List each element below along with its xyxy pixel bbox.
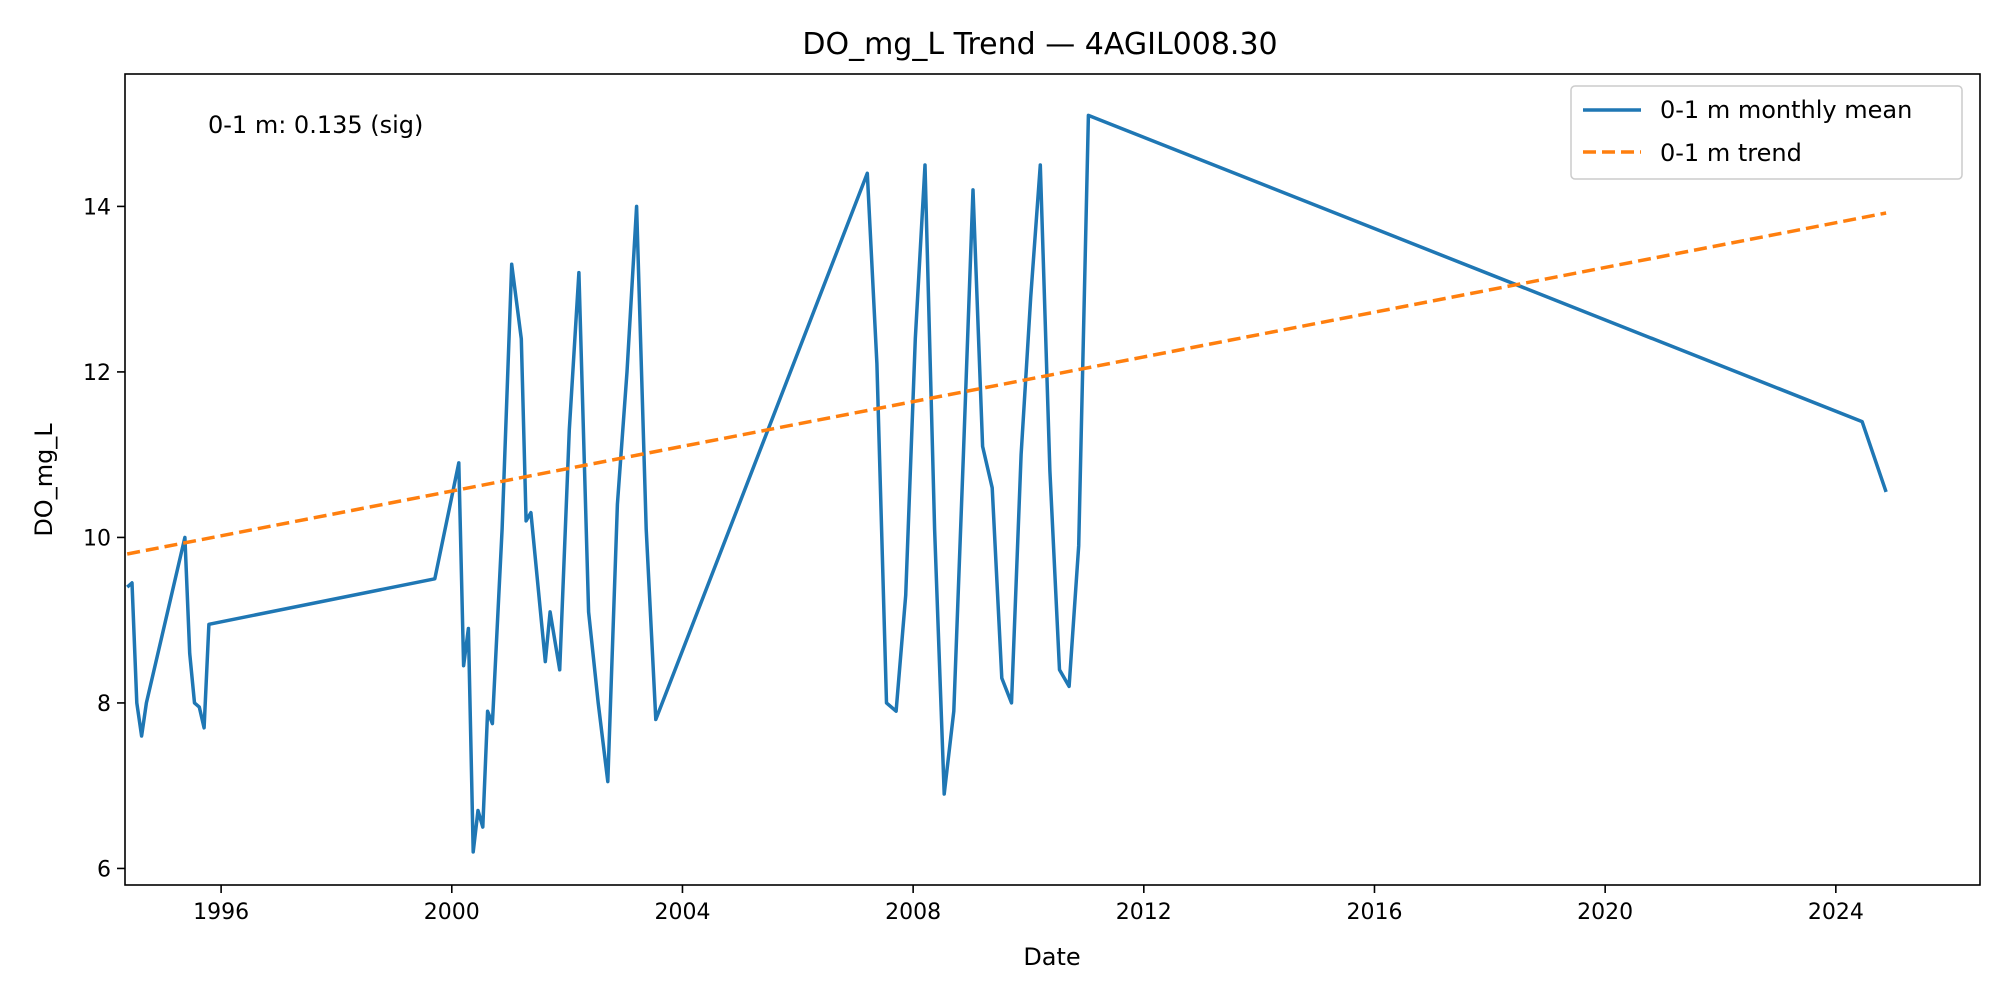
- data-point: [548, 610, 552, 614]
- data-point: [135, 701, 139, 705]
- legend-box: [1570, 85, 1963, 180]
- data-point: [197, 705, 201, 709]
- data-point: [923, 163, 927, 167]
- data-point: [471, 850, 475, 854]
- data-point: [144, 701, 148, 705]
- data-point: [1086, 113, 1090, 117]
- data-point: [433, 577, 437, 581]
- data-point: [961, 453, 965, 457]
- data-point: [130, 581, 134, 585]
- y-axis-title: DO_mg_L: [30, 423, 58, 537]
- data-point: [1884, 490, 1888, 494]
- data-point: [1884, 211, 1888, 215]
- y-tick-label: 12: [83, 361, 111, 386]
- data-point: [529, 511, 533, 515]
- data-point: [952, 709, 956, 713]
- data-point: [894, 709, 898, 713]
- data-point: [933, 527, 937, 531]
- x-tick-label: 2008: [885, 900, 941, 925]
- data-point: [577, 271, 581, 275]
- data-point: [519, 337, 523, 341]
- data-point: [885, 701, 889, 705]
- data-point: [596, 701, 600, 705]
- data-point: [466, 627, 470, 631]
- data-point: [1077, 544, 1081, 548]
- data-point: [1048, 469, 1052, 473]
- data-point: [457, 461, 461, 465]
- data-point: [1067, 684, 1071, 688]
- data-point: [193, 701, 197, 705]
- x-tick-label: 1996: [193, 900, 249, 925]
- data-point: [587, 610, 591, 614]
- data-point: [971, 188, 975, 192]
- data-point: [188, 651, 192, 655]
- x-axis-title: Date: [1023, 943, 1080, 971]
- data-point: [1029, 295, 1033, 299]
- y-tick-label: 8: [97, 692, 111, 717]
- x-axis: 1996 2000 2004 2008 2012 2016 2020 2024: [193, 885, 1864, 925]
- data-point: [1000, 676, 1004, 680]
- data-point: [981, 444, 985, 448]
- data-point: [481, 825, 485, 829]
- data-point: [913, 337, 917, 341]
- y-tick-label: 10: [83, 526, 111, 551]
- x-tick-label: 2016: [1346, 900, 1402, 925]
- data-point: [1038, 163, 1042, 167]
- data-point: [558, 668, 562, 672]
- data-point: [942, 792, 946, 796]
- data-point: [644, 527, 648, 531]
- x-tick-label: 2012: [1116, 900, 1172, 925]
- data-point: [500, 527, 504, 531]
- data-point: [1058, 668, 1062, 672]
- legend-label-mean: 0-1 m monthly mean: [1660, 96, 1912, 124]
- data-point: [202, 726, 206, 730]
- x-tick-label: 2004: [654, 900, 710, 925]
- data-point: [476, 809, 480, 813]
- series-line-1: [126, 211, 1887, 556]
- x-tick-label: 2024: [1808, 900, 1864, 925]
- data-point: [1010, 701, 1014, 705]
- data-point: [490, 722, 494, 726]
- data-point: [606, 780, 610, 784]
- legend: 0-1 m monthly mean 0-1 m trend: [1570, 85, 1963, 180]
- data-point: [635, 204, 639, 208]
- data-point: [486, 709, 490, 713]
- data-point: [625, 370, 629, 374]
- plot-layer: [126, 113, 1888, 854]
- x-tick-label: 2020: [1577, 900, 1633, 925]
- data-point: [1860, 420, 1864, 424]
- x-tick-label: 2000: [424, 900, 480, 925]
- data-point: [654, 718, 658, 722]
- data-point: [567, 428, 571, 432]
- data-point: [875, 362, 879, 366]
- y-tick-label: 6: [97, 857, 111, 882]
- data-point: [462, 664, 466, 668]
- data-point: [865, 171, 869, 175]
- data-point: [183, 535, 187, 539]
- plot-frame: [124, 73, 1981, 886]
- data-point: [543, 660, 547, 664]
- series-line-0: [126, 113, 1888, 854]
- data-point: [140, 734, 144, 738]
- chart-title: DO_mg_L Trend — 4AGIL008.30: [802, 27, 1277, 62]
- data-point: [990, 486, 994, 490]
- y-tick-label: 14: [83, 195, 111, 220]
- data-point: [904, 593, 908, 597]
- data-point: [510, 262, 514, 266]
- legend-label-trend: 0-1 m trend: [1660, 139, 1802, 167]
- trend-annotation: 0-1 m: 0.135 (sig): [208, 111, 423, 139]
- data-point: [1019, 453, 1023, 457]
- data-point: [207, 622, 211, 626]
- y-axis: 6 8 10 12 14: [83, 195, 125, 882]
- data-point: [615, 502, 619, 506]
- data-point: [524, 519, 528, 523]
